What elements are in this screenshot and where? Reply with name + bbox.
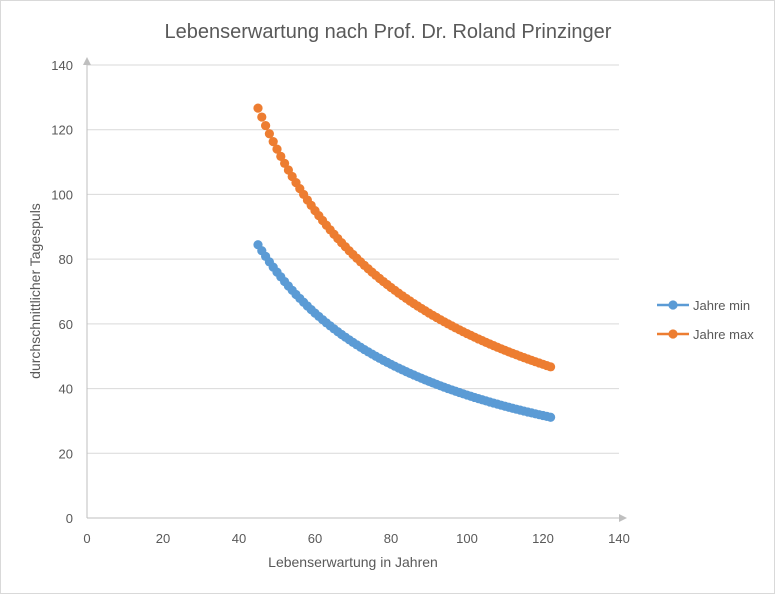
- legend: Jahre min Jahre max: [657, 298, 754, 342]
- y-axis-arrow: [83, 57, 91, 65]
- x-tick-label: 80: [384, 531, 398, 546]
- y-tick-label: 100: [51, 187, 73, 202]
- data-point: [264, 129, 274, 139]
- x-tick-label: 0: [83, 531, 90, 546]
- series-layer: [253, 103, 556, 422]
- x-tick-labels: 0 20 40 60 80 100 120 140: [83, 531, 629, 546]
- x-tick-label: 120: [532, 531, 554, 546]
- data-point: [268, 137, 278, 147]
- chart-title: Lebenserwartung nach Prof. Dr. Roland Pr…: [165, 21, 612, 43]
- y-tick-label: 40: [59, 382, 73, 397]
- y-tick-label: 0: [66, 511, 73, 526]
- axes: [83, 57, 627, 522]
- series-2: [253, 103, 556, 372]
- data-point: [546, 362, 556, 372]
- series-1: [253, 240, 556, 422]
- x-tick-label: 140: [608, 531, 630, 546]
- x-axis-title: Lebenserwartung in Jahren: [268, 554, 438, 570]
- data-point: [253, 103, 263, 113]
- y-tick-label: 120: [51, 123, 73, 138]
- data-point: [546, 412, 556, 422]
- legend-marker: [668, 329, 678, 339]
- data-point: [257, 112, 267, 122]
- x-tick-label: 40: [232, 531, 246, 546]
- legend-label: Jahre max: [693, 327, 754, 342]
- y-tick-label: 20: [59, 446, 73, 461]
- y-tick-label: 60: [59, 317, 73, 332]
- data-point: [272, 144, 282, 154]
- data-point: [261, 120, 271, 131]
- data-point: [280, 158, 290, 168]
- grid-lines: [87, 64, 619, 454]
- legend-item: Jahre min: [657, 298, 750, 313]
- x-axis-arrow: [619, 514, 627, 522]
- legend-label: Jahre min: [693, 298, 750, 313]
- data-point: [276, 151, 286, 161]
- x-tick-label: 100: [456, 531, 478, 546]
- y-tick-label: 140: [51, 58, 73, 73]
- x-tick-label: 20: [156, 531, 170, 546]
- y-tick-label: 80: [59, 252, 73, 267]
- y-tick-labels: 0 20 40 60 80 100 120 140: [51, 58, 73, 526]
- x-tick-label: 60: [308, 531, 322, 546]
- y-axis-title: durchschnittlicher Tagespuls: [27, 203, 43, 379]
- legend-marker: [668, 300, 678, 310]
- legend-item: Jahre max: [657, 327, 754, 342]
